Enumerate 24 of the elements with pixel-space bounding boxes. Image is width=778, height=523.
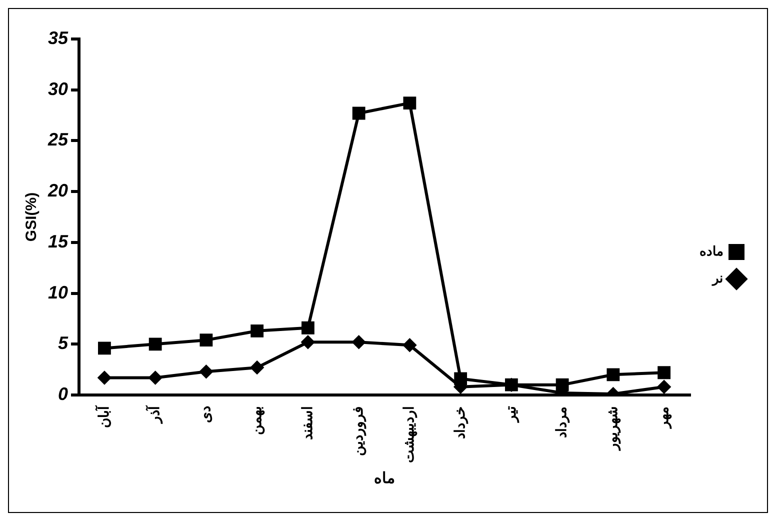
y-tick-label: 20 xyxy=(46,180,68,201)
x-tick-label: دی xyxy=(197,406,214,423)
x-tick-label: بهمن xyxy=(248,406,265,435)
legend-label: نر xyxy=(712,270,724,287)
y-tick-label: 15 xyxy=(48,231,69,252)
y-tick-label: 35 xyxy=(48,28,69,48)
y-tick-label: 30 xyxy=(48,78,68,99)
legend-label: ماده xyxy=(700,244,724,259)
y-tick-label: 5 xyxy=(58,333,70,354)
x-tick-label: اسفند xyxy=(298,406,315,440)
x-tick-label: خرداد xyxy=(451,406,468,439)
x-tick-label: فروردین xyxy=(350,406,367,456)
y-axis-title: GSI(%) xyxy=(23,192,40,242)
x-tick-label: مهر xyxy=(654,406,672,429)
y-tick-label: 25 xyxy=(46,130,69,150)
x-tick-label: مرداد xyxy=(553,406,570,438)
y-tick-label: 10 xyxy=(48,282,68,302)
x-tick-label: آذر xyxy=(145,405,164,424)
y-tick-label: 0 xyxy=(58,384,68,404)
x-tick-label: شهریور xyxy=(604,406,622,451)
x-tick-label: آبان xyxy=(94,405,112,428)
x-tick-label: اردیبهشت xyxy=(400,406,418,463)
x-tick-label: تیر xyxy=(502,406,520,423)
x-axis-title: ماه xyxy=(374,470,395,488)
